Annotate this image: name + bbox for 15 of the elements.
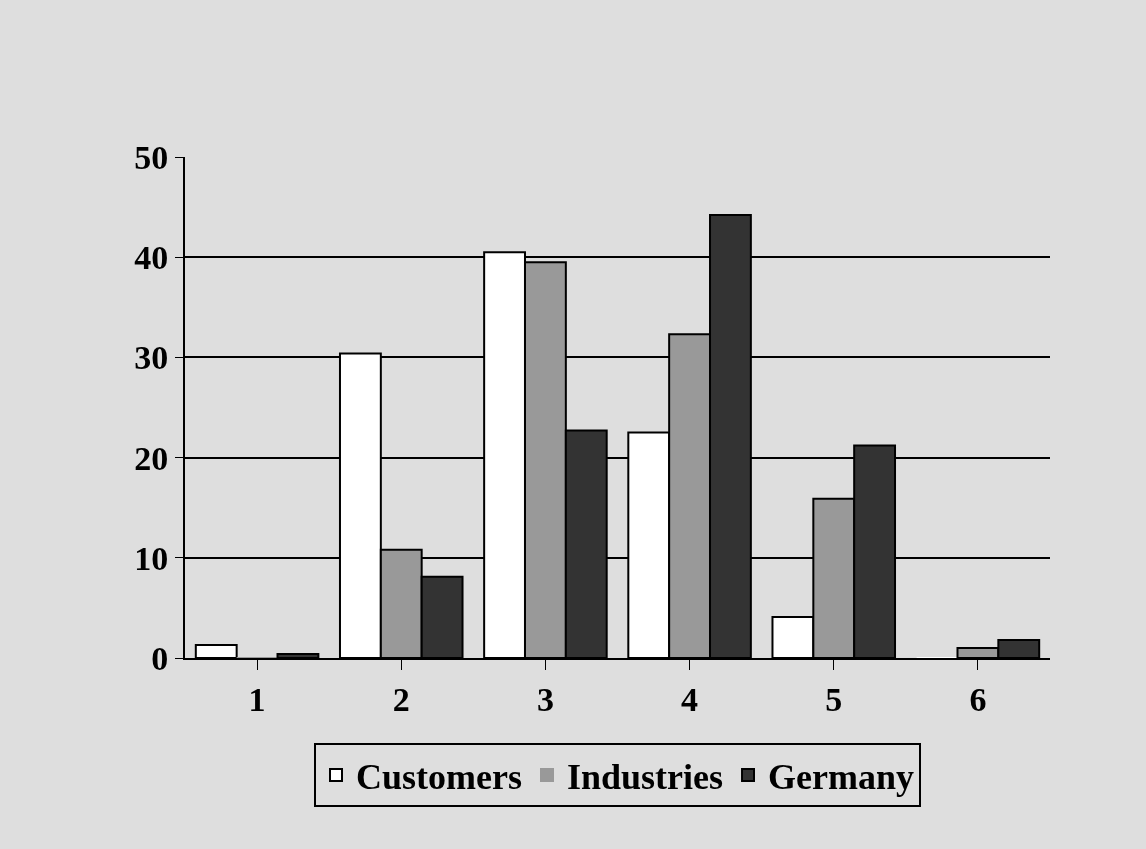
legend-label: Industries	[566, 757, 724, 798]
legend-label: Germany	[768, 757, 914, 798]
x-tick-label: 5	[825, 680, 843, 718]
y-tick-label: 0	[151, 639, 169, 677]
y-tick-label: 10	[134, 539, 169, 577]
x-tick-label: 2	[392, 680, 410, 718]
x-tick-label: 6	[969, 680, 987, 718]
x-tick-label: 1	[248, 680, 266, 718]
y-tick-label: 40	[134, 239, 169, 277]
x-tick-label: 3	[536, 680, 554, 718]
x-tick-label: 4	[681, 680, 699, 718]
y-tick-label: 20	[134, 439, 169, 477]
y-tick-label: 50	[134, 138, 169, 176]
y-tick-label: 30	[134, 339, 169, 377]
legend-label: Customers	[356, 757, 522, 798]
